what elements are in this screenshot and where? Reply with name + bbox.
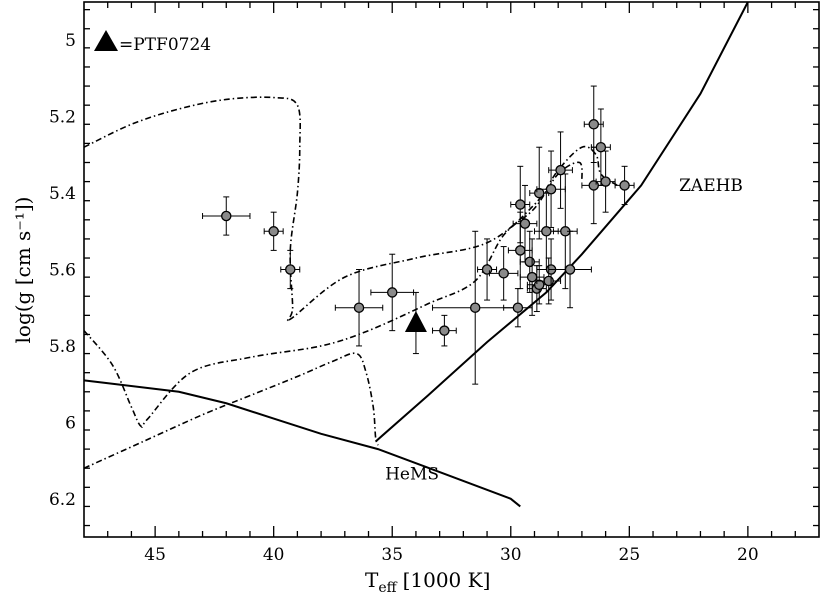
- legend: =PTF0724: [94, 30, 211, 55]
- data-point-marker: [268, 226, 279, 237]
- data-point-marker: [353, 302, 365, 313]
- data-point: [370, 253, 415, 332]
- highlight-marker-group: [404, 291, 427, 355]
- legend-triangle-icon: [94, 30, 118, 51]
- curve-track-b: [83, 161, 583, 428]
- data-point: [432, 314, 457, 347]
- data-point-marker: [533, 187, 545, 199]
- curve-track-a: [83, 96, 618, 322]
- data-point-marker: [439, 325, 450, 336]
- data-point-marker: [221, 210, 232, 222]
- y-tick-label: 5.8: [49, 337, 76, 357]
- x-tick-labels: 45 40 35 30 25 20: [144, 545, 758, 565]
- axis-ticks: [84, 2, 819, 537]
- data-point-marker: [519, 218, 531, 229]
- x-tick-label: 35: [381, 545, 403, 565]
- ptf0724-triangle-marker: [404, 311, 427, 332]
- data-point: [590, 108, 611, 186]
- data-points: [202, 85, 635, 385]
- data-point-marker: [524, 256, 535, 268]
- x-tick-label: 30: [500, 545, 522, 565]
- data-point-marker: [588, 180, 600, 191]
- x-tick-label: 40: [263, 545, 285, 565]
- data-point-marker: [386, 287, 398, 298]
- data-point-marker: [564, 264, 576, 275]
- x-axis-title-unit: [1000 K]: [403, 568, 491, 592]
- data-point-marker: [533, 279, 545, 291]
- data-point: [548, 131, 573, 209]
- data-point: [202, 196, 251, 236]
- data-point: [536, 150, 566, 228]
- x-axis-title: Teff [1000 K]: [365, 568, 490, 596]
- data-point: [548, 230, 592, 309]
- data-point: [334, 269, 384, 347]
- y-tick-label: 6: [65, 413, 76, 433]
- data-point-marker: [498, 268, 509, 279]
- annotation-hems: HeMS: [385, 465, 439, 485]
- plot-frame: [83, 1, 820, 538]
- x-axis-title-main: T: [365, 568, 379, 592]
- x-tick-label: 20: [737, 545, 759, 565]
- data-point-marker: [541, 226, 552, 237]
- data-point: [503, 288, 533, 328]
- data-point-marker: [543, 275, 554, 287]
- data-point-marker: [515, 199, 526, 210]
- data-point: [432, 230, 519, 385]
- curve-zaehb: [374, 1, 749, 443]
- data-point-marker: [526, 271, 538, 283]
- data-point: [614, 165, 635, 206]
- x-tick-label: 45: [144, 545, 166, 565]
- y-tick-labels: 5 5.2 5.4 5.6 5.8 6 6.2: [49, 31, 76, 510]
- data-point-marker: [481, 264, 493, 275]
- x-axis-title-sub: eff: [378, 580, 397, 596]
- data-point: [512, 184, 538, 263]
- x-tick-label: 25: [619, 545, 641, 565]
- data-point: [263, 211, 284, 251]
- data-point-marker: [595, 141, 607, 153]
- data-point: [488, 246, 519, 301]
- y-tick-label: 5.4: [49, 184, 76, 204]
- data-point: [280, 249, 301, 290]
- data-point-marker: [285, 264, 296, 275]
- y-axis-title: log(g [cm s⁻¹]): [11, 197, 35, 344]
- data-point-marker: [469, 302, 481, 313]
- data-point-marker: [512, 302, 524, 313]
- y-tick-label: 5.2: [49, 108, 76, 128]
- data-point: [595, 150, 616, 213]
- curve-track-c: [83, 352, 379, 469]
- data-point-marker: [555, 164, 566, 176]
- y-tick-label: 5.6: [49, 261, 76, 281]
- data-point-marker: [600, 176, 611, 187]
- data-point: [519, 238, 545, 316]
- data-point-marker: [588, 119, 600, 130]
- annotation-zaehb: ZAEHB: [679, 176, 743, 196]
- curve-hems: [83, 379, 521, 508]
- data-point-marker: [515, 245, 526, 256]
- y-tick-label: 6.2: [49, 490, 76, 510]
- data-point: [477, 238, 498, 301]
- data-point-marker: [619, 180, 630, 191]
- y-tick-label: 5: [65, 31, 76, 51]
- data-point-marker: [545, 183, 557, 195]
- model-tracks: [83, 1, 749, 508]
- legend-label: =PTF0724: [119, 35, 211, 55]
